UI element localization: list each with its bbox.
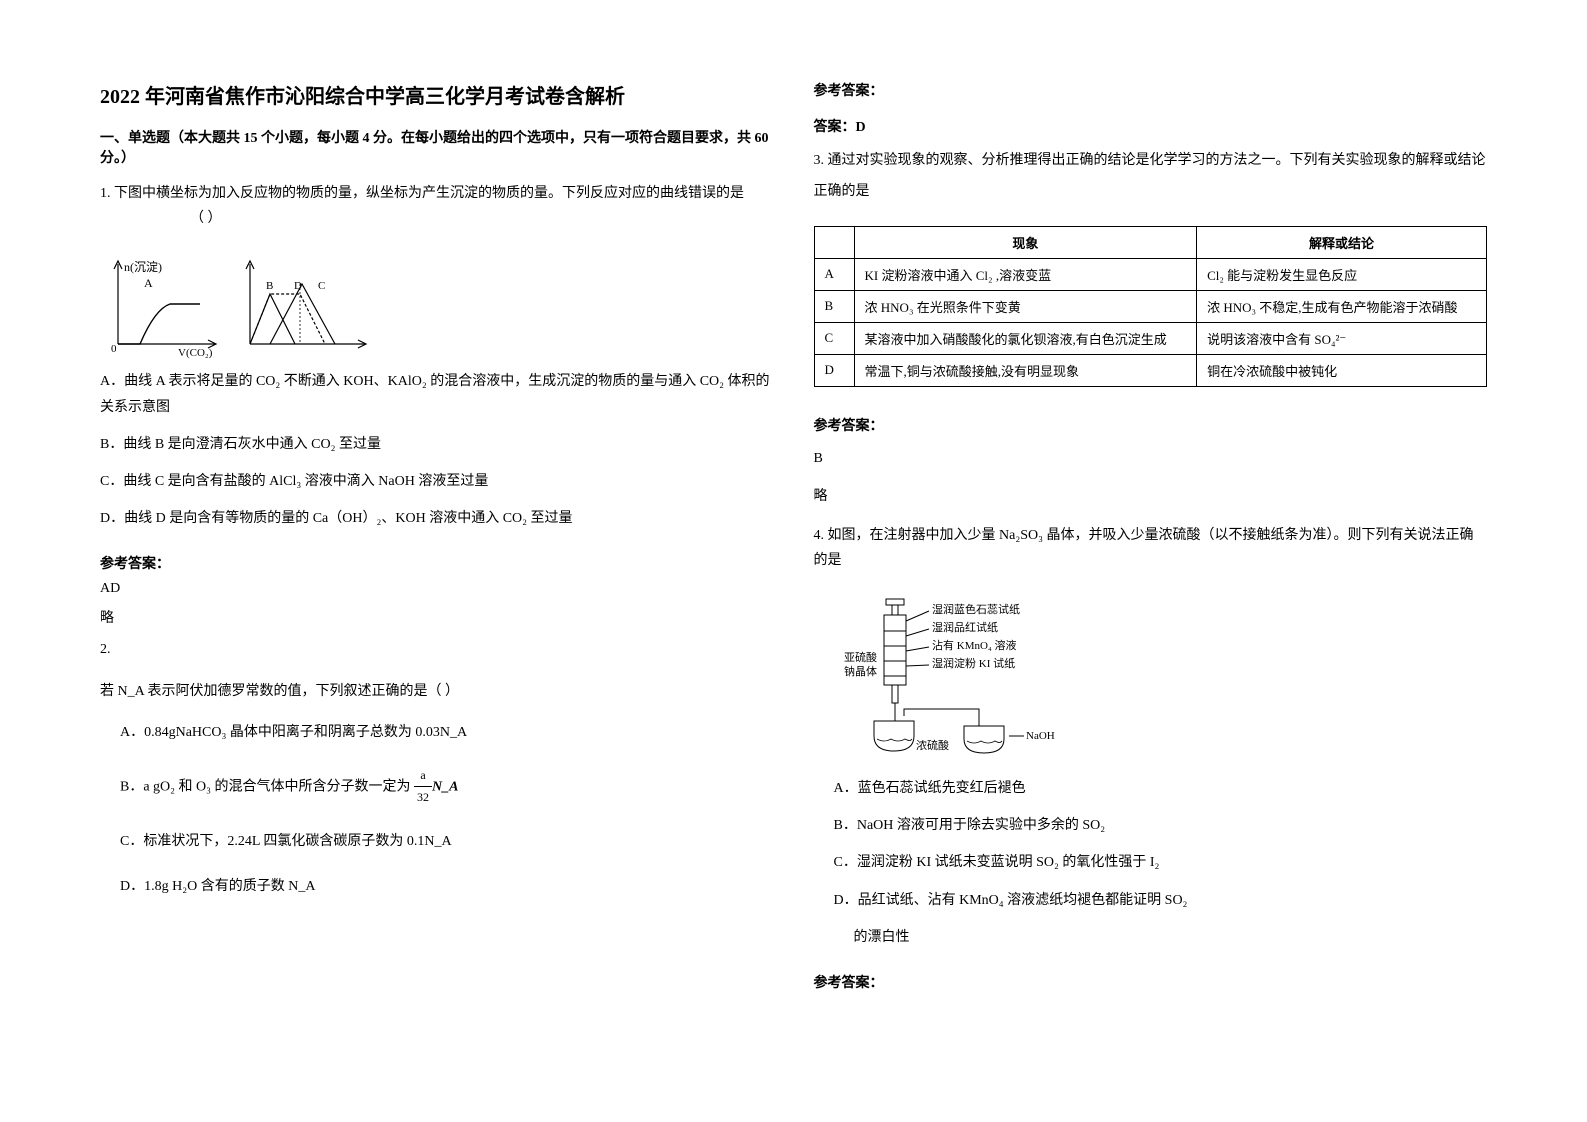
q4-opt-b: B．NaOH 溶液可用于除去实验中多余的 SO₂ [814, 813, 1488, 838]
q1-paren: （ ） [190, 211, 222, 226]
q1-opt-a: A．曲线 A 表示将足量的 CO₂ 不断通入 KOH、KAlO₂ 的混合溶液中，… [100, 369, 774, 419]
q1-svg: n(沉淀) A V(CO₂) 0 B D C [100, 249, 380, 359]
q3-ans-label: 参考答案： [814, 415, 1488, 435]
q4-opt-c: C．湿润淀粉 KI 试纸未变蓝说明 SO₂ 的氧化性强于 I₂ [814, 850, 1488, 875]
q1-curve-b: B [266, 280, 273, 292]
q1-graph-left: n(沉淀) A V(CO₂) 0 [111, 260, 216, 359]
table-row: D 常温下,铜与浓硫酸接触,没有明显现象 铜在冷浓硫酸中被钝化 [814, 354, 1487, 386]
q2-opt-b-pre: B．a gO₂ 和 O₃ 的混合气体中所含分子数一定为 [120, 779, 411, 794]
th-blank [814, 226, 854, 258]
q1-curve-a: A [144, 276, 153, 290]
right-flask [964, 726, 1024, 753]
q2-frac-den: 32 [414, 787, 432, 809]
table-row: B 浓 HNO₃ 在光照条件下变黄 浓 HNO₃ 不稳定,生成有色产物能溶于浓硝… [814, 290, 1487, 322]
q4-diagram: 湿润蓝色石蕊试纸 湿润品红试纸 沾有 KMnO₄ 溶液 湿润淀粉 KI 试纸 亚… [814, 591, 1488, 766]
q1-graph-right: B D C [246, 261, 366, 348]
q1-curve-c: C [318, 280, 325, 292]
cell-d2: 铜在冷浓硫酸中被钝化 [1197, 354, 1487, 386]
right-column: 参考答案： 答案：D 3. 通过对实验现象的观察、分析推理得出正确的结论是化学学… [814, 80, 1488, 1042]
left-column: 2022 年河南省焦作市沁阳综合中学高三化学月考试卷含解析 一、单选题（本大题共… [100, 80, 774, 1042]
q1-stem-text: 1. 下图中横坐标为加入反应物的物质的量，纵坐标为产生沉淀的物质的量。下列反应对… [100, 186, 744, 201]
table-row: C 某溶液中加入硝酸酸化的氯化钡溶液,有白色沉淀生成 说明该溶液中含有 SO₄²… [814, 322, 1487, 354]
q1-diagram: n(沉淀) A V(CO₂) 0 B D C [100, 249, 774, 359]
cell-a2: Cl₂ 能与淀粉发生显色反应 [1197, 258, 1487, 290]
q3-stem: 3. 通过对实验现象的观察、分析推理得出正确的结论是化学学习的方法之一。下列有关… [814, 146, 1488, 208]
cell-d1: 常温下,铜与浓硫酸接触,没有明显现象 [854, 354, 1197, 386]
q3-table: 现象 解释或结论 A KI 淀粉溶液中通入 Cl₂ ,溶液变蓝 Cl₂ 能与淀粉… [814, 226, 1488, 387]
q4-label3: 湿润淀粉 KI 试纸 [932, 656, 1015, 670]
q3-skip: 略 [814, 485, 1488, 505]
page-title: 2022 年河南省焦作市沁阳综合中学高三化学月考试卷含解析 [100, 80, 774, 109]
cell-c0: C [814, 322, 854, 354]
q4-left1: 亚硫酸 [844, 650, 877, 664]
q1-opt-b: B．曲线 B 是向澄清石灰水中通入 CO₂ 至过量 [100, 432, 774, 457]
q2-num: 2. [100, 637, 774, 662]
q2-opt-a: A．0.84gNaHCO₃ 晶体中阳离子和阴离子总数为 0.03N_A [100, 720, 774, 745]
q4-svg: 湿润蓝色石蕊试纸 湿润品红试纸 沾有 KMnO₄ 溶液 湿润淀粉 KI 试纸 亚… [814, 591, 1114, 766]
q3-ans: B [814, 451, 1488, 467]
q1-opt-d: D．曲线 D 是向含有等物质的量的 Ca（OH）₂、KOH 溶液中通入 CO₂ … [100, 506, 774, 531]
q2-opt-d: D．1.8g H₂O 含有的质子数 N_A [100, 874, 774, 899]
q1-xlabel: V(CO₂) [178, 347, 213, 359]
q1-opt-c: C．曲线 C 是向含有盐酸的 AlCl₃ 溶液中滴入 NaOH 溶液至过量 [100, 469, 774, 494]
q4-left2: 钠晶体 [844, 664, 877, 678]
cell-a1: KI 淀粉溶液中通入 Cl₂ ,溶液变蓝 [854, 258, 1197, 290]
q2-frac-num: a [414, 765, 432, 788]
cell-b0: B [814, 290, 854, 322]
q4-label2: 沾有 KMnO₄ 溶液 [932, 638, 1017, 652]
q4-label1: 湿润品红试纸 [932, 620, 998, 634]
cell-c1: 某溶液中加入硝酸酸化的氯化钡溶液,有白色沉淀生成 [854, 322, 1197, 354]
q4-opt-d-line2: 的漂白性 [814, 925, 1488, 950]
q1-skip: 略 [100, 607, 774, 627]
q2-ans-label: 参考答案： [814, 80, 1488, 100]
q2-stem: 若 N_A 表示阿伏加德罗常数的值，下列叙述正确的是（ ） [100, 679, 774, 704]
cell-d0: D [814, 354, 854, 386]
q4-opt-d-line1: D．品红试纸、沾有 KMnO₄ 溶液滤纸均褪色都能证明 SO₂ [814, 888, 1488, 913]
q1-ans: AD [100, 581, 774, 597]
cell-c2: 说明该溶液中含有 SO₄²⁻ [1197, 322, 1487, 354]
table-header-row: 现象 解释或结论 [814, 226, 1487, 258]
syringe [884, 599, 929, 703]
q4-opt-a: A．蓝色石蕊试纸先变红后褪色 [814, 776, 1488, 801]
q4-bottom-left: 浓硫酸 [916, 738, 949, 752]
q2-ans-head: 答案：D [814, 116, 1488, 136]
q4-ans-label: 参考答案： [814, 972, 1488, 992]
section-header: 一、单选题（本大题共 15 个小题，每小题 4 分。在每小题给出的四个选项中，只… [100, 127, 774, 167]
q1-origin: 0 [111, 343, 117, 355]
q2-opt-b-post: N_A [432, 779, 458, 794]
q2-opt-b: B．a gO₂ 和 O₃ 的混合气体中所含分子数一定为 a 32 N_A [100, 765, 774, 809]
q4-label0: 湿润蓝色石蕊试纸 [932, 602, 1020, 616]
q2-opt-c: C．标准状况下，2.24L 四氯化碳含碳原子数为 0.1N_A [100, 829, 774, 854]
cell-a0: A [814, 258, 854, 290]
q1-ylabel: n(沉淀) [124, 260, 162, 274]
q1-stem: 1. 下图中横坐标为加入反应物的物质的量，纵坐标为产生沉淀的物质的量。下列反应对… [100, 181, 774, 231]
cell-b2: 浓 HNO₃ 不稳定,生成有色产物能溶于浓硝酸 [1197, 290, 1487, 322]
th-phenom: 现象 [854, 226, 1197, 258]
q4-stem: 4. 如图，在注射器中加入少量 Na₂SO₃ 晶体，并吸入少量浓硫酸（以不接触纸… [814, 523, 1488, 573]
q1-ans-label: 参考答案： [100, 553, 774, 573]
q2-opt-b-frac: a 32 [414, 765, 432, 809]
table-row: A KI 淀粉溶液中通入 Cl₂ ,溶液变蓝 Cl₂ 能与淀粉发生显色反应 [814, 258, 1487, 290]
cell-b1: 浓 HNO₃ 在光照条件下变黄 [854, 290, 1197, 322]
th-explain: 解释或结论 [1197, 226, 1487, 258]
q4-bottom-right: NaOH [1026, 730, 1055, 742]
